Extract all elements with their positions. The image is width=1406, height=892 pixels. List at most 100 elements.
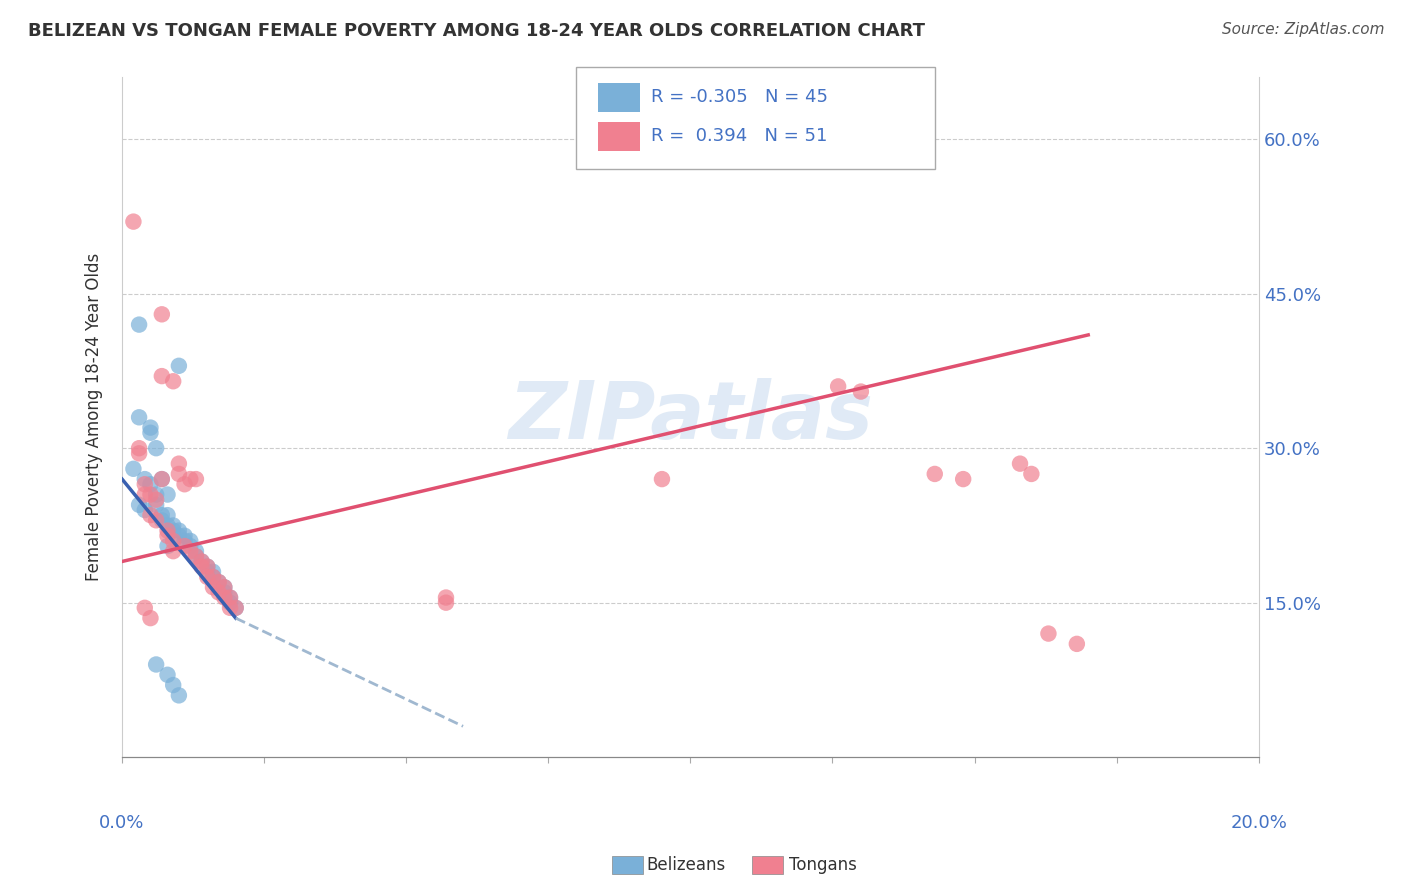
Point (162, 678, 184, 692)
Point (139, 477, 162, 491)
Point (162, 544, 184, 558)
Point (1008, 457, 1031, 471)
Text: Belizeans: Belizeans (647, 856, 725, 874)
Point (134, 600, 156, 615)
Point (122, 462, 145, 476)
Point (434, 591, 457, 605)
Point (156, 529, 179, 543)
Point (156, 524, 179, 538)
Point (150, 369, 173, 384)
Point (128, 318, 150, 332)
Point (134, 487, 156, 501)
Point (128, 446, 150, 460)
Point (150, 513, 173, 527)
Y-axis label: Female Poverty Among 18-24 Year Olds: Female Poverty Among 18-24 Year Olds (86, 253, 103, 582)
Point (156, 508, 179, 523)
Point (1038, 626, 1060, 640)
Point (195, 559, 218, 574)
Point (128, 498, 150, 512)
Point (651, 472, 673, 486)
Point (225, 600, 247, 615)
Point (952, 472, 974, 486)
Point (173, 539, 195, 553)
Text: Tongans: Tongans (789, 856, 856, 874)
Point (128, 410, 150, 425)
Text: BELIZEAN VS TONGAN FEMALE POVERTY AMONG 18-24 YEAR OLDS CORRELATION CHART: BELIZEAN VS TONGAN FEMALE POVERTY AMONG … (28, 22, 925, 40)
Point (195, 570, 218, 584)
Point (145, 657, 167, 672)
Text: R = -0.305   N = 45: R = -0.305 N = 45 (651, 88, 828, 106)
Point (184, 549, 207, 564)
Point (214, 580, 236, 594)
Text: 20.0%: 20.0% (1230, 814, 1286, 832)
Point (150, 508, 173, 523)
Point (167, 467, 190, 481)
Point (173, 529, 195, 543)
Point (190, 554, 212, 568)
Point (184, 472, 207, 486)
Text: Source: ZipAtlas.com: Source: ZipAtlas.com (1222, 22, 1385, 37)
Point (214, 585, 236, 599)
Point (208, 585, 231, 599)
Point (195, 565, 218, 579)
Point (190, 559, 212, 574)
Point (156, 667, 179, 681)
Point (849, 384, 872, 399)
Point (167, 529, 190, 543)
Point (134, 503, 156, 517)
Point (184, 549, 207, 564)
Point (162, 524, 184, 538)
Point (179, 544, 201, 558)
Point (167, 359, 190, 373)
Point (134, 477, 156, 491)
Point (179, 472, 201, 486)
Point (145, 487, 167, 501)
Point (219, 600, 242, 615)
Point (128, 441, 150, 455)
Point (214, 591, 236, 605)
Point (167, 689, 190, 703)
Point (208, 575, 231, 590)
Point (150, 307, 173, 321)
Point (434, 596, 457, 610)
Point (219, 591, 242, 605)
Point (173, 477, 195, 491)
Point (150, 472, 173, 486)
Point (139, 508, 162, 523)
Text: ZIPatlas: ZIPatlas (508, 378, 873, 457)
Point (167, 457, 190, 471)
Point (201, 565, 224, 579)
Point (139, 487, 162, 501)
Text: R =  0.394   N = 51: R = 0.394 N = 51 (651, 128, 827, 145)
Point (208, 575, 231, 590)
Point (219, 591, 242, 605)
Point (139, 420, 162, 434)
Point (162, 533, 184, 548)
Point (924, 467, 946, 481)
Point (827, 379, 849, 393)
Point (156, 518, 179, 533)
Point (184, 544, 207, 558)
Point (122, 214, 145, 228)
Point (156, 487, 179, 501)
Point (139, 425, 162, 440)
Point (190, 554, 212, 568)
Point (219, 596, 242, 610)
Point (201, 570, 224, 584)
Point (179, 533, 201, 548)
Point (201, 580, 224, 594)
Point (145, 513, 167, 527)
Point (139, 611, 162, 625)
Text: 0.0%: 0.0% (100, 814, 145, 832)
Point (179, 539, 201, 553)
Point (201, 570, 224, 584)
Point (150, 472, 173, 486)
Point (167, 524, 190, 538)
Point (162, 518, 184, 533)
Point (1066, 637, 1088, 651)
Point (1021, 467, 1043, 481)
Point (156, 539, 179, 553)
Point (195, 559, 218, 574)
Point (145, 441, 167, 455)
Point (145, 498, 167, 512)
